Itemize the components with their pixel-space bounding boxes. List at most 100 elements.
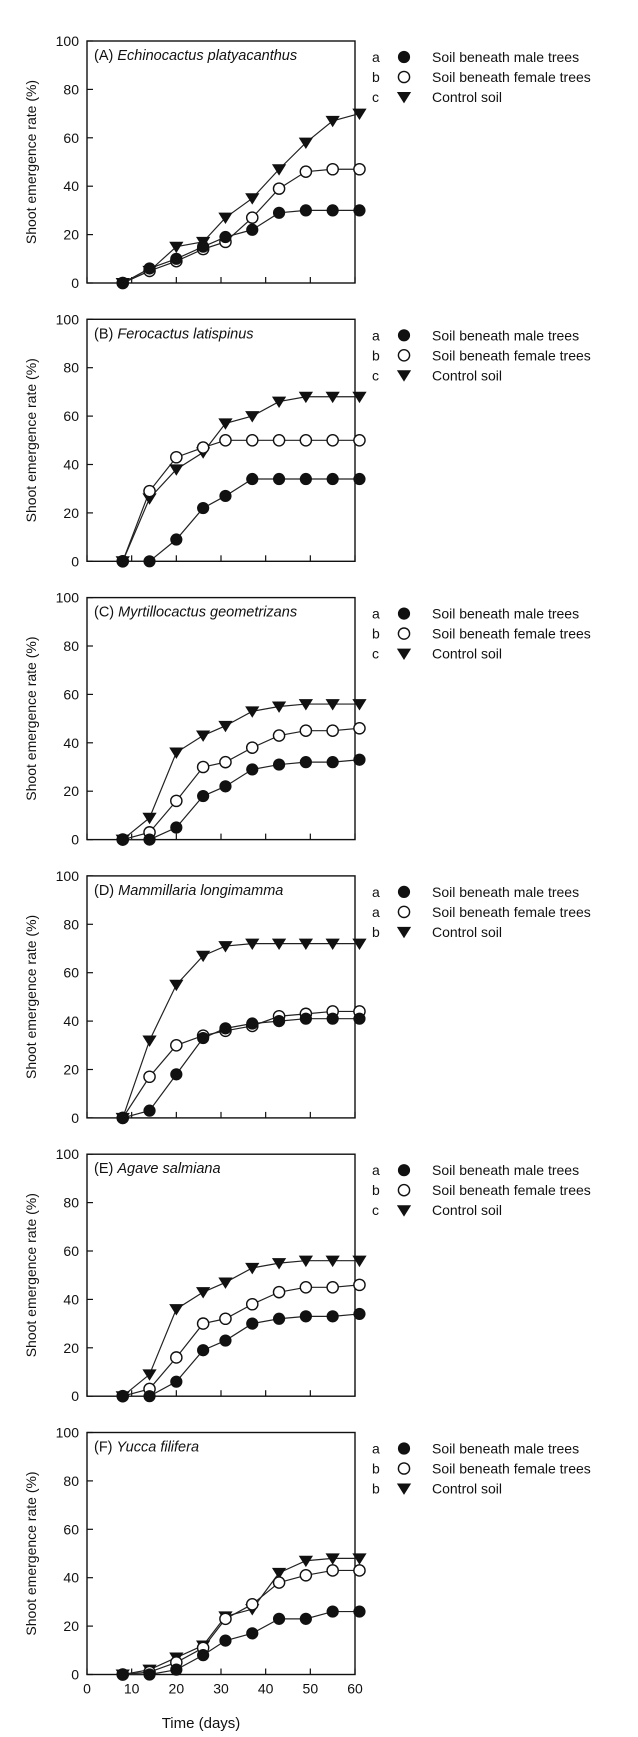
y-axis-title: Shoot emergence rate (%) (23, 80, 39, 244)
data-point (196, 950, 211, 963)
legend-letter: b (372, 1481, 380, 1497)
plot-frame (86, 596, 356, 841)
legend-marker (396, 648, 412, 660)
y-tick-label: 100 (56, 33, 80, 49)
legend-marker (397, 348, 411, 362)
y-tick-label: 40 (63, 1013, 79, 1029)
data-point (325, 1255, 340, 1268)
y-tick-label: 0 (71, 275, 79, 291)
y-tick-label: 20 (63, 1340, 79, 1356)
data-point (245, 1598, 259, 1611)
series-line-1 (122, 759, 360, 841)
data-point (219, 433, 232, 447)
data-point (325, 1553, 340, 1565)
data-point (326, 724, 339, 738)
series-line-3 (122, 113, 360, 284)
y-tick-label: 80 (63, 638, 79, 654)
data-point (353, 753, 366, 766)
data-point (116, 1111, 129, 1125)
data-point (272, 472, 286, 486)
data-point (272, 433, 286, 447)
data-point (298, 1555, 313, 1568)
y-tick-label: 60 (63, 965, 79, 981)
legend-letter: b (372, 626, 380, 642)
data-point (169, 241, 184, 254)
data-point (170, 821, 183, 834)
data-point (299, 1310, 312, 1323)
legend-label: Soil beneath male trees (432, 1441, 579, 1457)
data-point (299, 756, 312, 769)
legend-letter: c (372, 89, 379, 105)
x-tick-label: 10 (124, 1681, 140, 1697)
data-point (170, 252, 183, 265)
series-line-2 (122, 1569, 360, 1676)
plot-frame (86, 40, 356, 284)
data-point (272, 1576, 286, 1589)
y-tick-label: 80 (63, 1473, 79, 1489)
legend-label: Soil beneath female trees (432, 1461, 591, 1477)
data-point (298, 699, 313, 711)
data-point (245, 938, 260, 951)
data-point (245, 193, 260, 205)
panel-title: (E) Agave salmiana (94, 1161, 221, 1177)
data-point (197, 1344, 210, 1357)
data-point (326, 756, 339, 769)
data-point (299, 1012, 312, 1025)
data-point (246, 763, 259, 776)
legend-label: Control soil (432, 1481, 502, 1497)
data-point (116, 555, 129, 568)
y-tick-label: 60 (63, 686, 79, 702)
y-axis-title: Shoot emergence rate (%) (23, 1471, 39, 1635)
data-point (299, 724, 313, 738)
panel-title: (F) Yucca filifera (94, 1440, 199, 1456)
data-point (143, 484, 156, 498)
data-point (245, 433, 259, 447)
data-point (142, 1035, 157, 1047)
legend-label: Control soil (432, 89, 502, 105)
data-point (353, 721, 366, 735)
legend-marker (396, 1483, 412, 1495)
data-point (272, 1312, 286, 1325)
data-point (218, 1277, 233, 1289)
series-line-3 (122, 1260, 360, 1397)
data-point (271, 164, 287, 176)
panel-label: (D) (94, 883, 118, 899)
data-point (170, 533, 183, 546)
x-tick-label: 60 (347, 1681, 363, 1697)
y-tick-label: 0 (71, 832, 79, 848)
data-point (196, 1317, 210, 1330)
panel-b: 0 20 40 60 80 100 Shoot emergence rate (%) (B) … (23, 311, 591, 569)
data-point (271, 1567, 287, 1580)
data-point (219, 755, 232, 769)
data-point (219, 1022, 232, 1035)
data-point (326, 1281, 339, 1294)
data-point (196, 730, 211, 742)
data-point (219, 1334, 232, 1347)
legend-marker (397, 607, 411, 620)
y-tick-label: 100 (56, 311, 80, 327)
data-point (142, 812, 157, 825)
data-point (169, 464, 184, 476)
data-point (170, 1351, 183, 1364)
y-tick-label: 20 (63, 505, 79, 521)
data-point (219, 230, 232, 244)
data-point (326, 433, 339, 447)
legend-letter: a (372, 1162, 380, 1178)
plot-frame (86, 875, 356, 1119)
series-line-1 (122, 478, 360, 562)
y-tick-label: 40 (63, 735, 79, 751)
data-point (353, 472, 366, 486)
data-point (352, 391, 367, 404)
series-line-3 (122, 1557, 360, 1676)
legend-marker (397, 1442, 411, 1455)
panel-c: 0 20 40 60 80 100 Shoot emergence rate (%) (C) … (23, 590, 591, 848)
data-point (143, 1070, 156, 1084)
data-point (197, 1649, 210, 1662)
data-point (325, 391, 340, 404)
data-point (245, 706, 260, 718)
data-point (219, 1312, 232, 1326)
panel-d: 0 20 40 60 80 100 Shoot emergence rate (%) (D) … (23, 868, 591, 1126)
data-point (299, 1612, 312, 1625)
legend-marker (397, 1183, 411, 1197)
legend-marker (397, 885, 411, 899)
